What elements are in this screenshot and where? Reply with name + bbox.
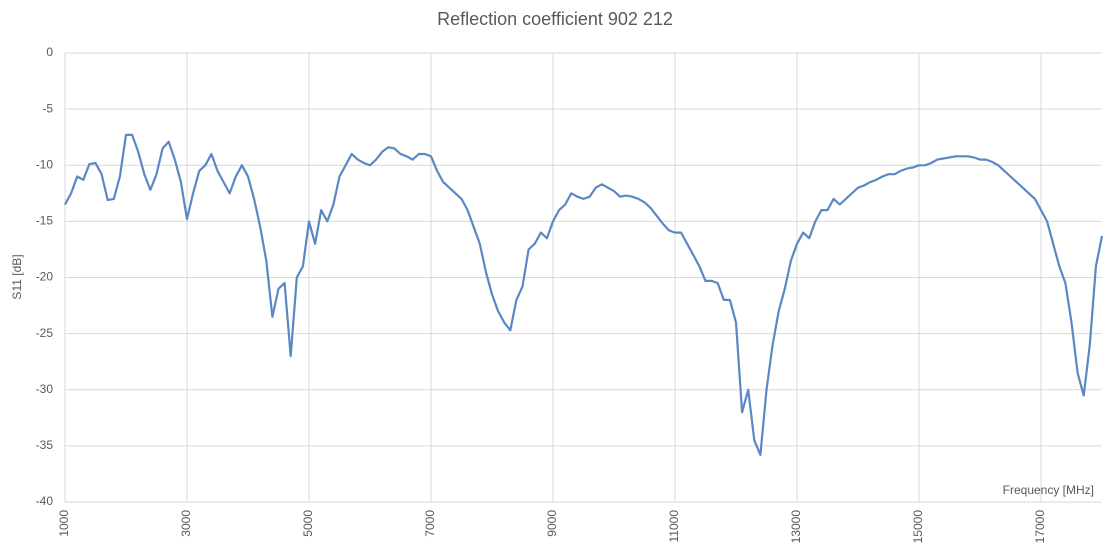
x-tick-label: 9000 xyxy=(545,510,559,537)
y-tick-label: -35 xyxy=(36,438,54,452)
y-tick-label: -30 xyxy=(36,382,54,396)
x-tick-label: 3000 xyxy=(179,510,193,537)
x-tick-label: 11000 xyxy=(667,510,681,543)
x-tick-label: 1000 xyxy=(57,510,71,537)
y-tick-label: -5 xyxy=(42,101,53,115)
x-tick-label: 17000 xyxy=(1033,510,1047,544)
y-tick-label: -25 xyxy=(36,326,54,340)
y-axis-label: S11 [dB] xyxy=(10,254,24,299)
x-axis-label: Frequency [MHz] xyxy=(1003,483,1094,497)
x-tick-label: 13000 xyxy=(789,510,803,544)
data-line xyxy=(64,133,1104,456)
y-tick-label: 0 xyxy=(46,45,53,59)
y-tick-label: -10 xyxy=(36,157,54,171)
x-tick-label: 15000 xyxy=(911,510,925,544)
x-tick-label: 5000 xyxy=(301,510,315,537)
y-tick-label: -15 xyxy=(36,214,54,228)
y-tick-label: -20 xyxy=(36,270,54,284)
chart-title: Reflection coefficient 902 212 xyxy=(437,9,673,29)
x-tick-label: 7000 xyxy=(423,510,437,537)
y-tick-label: -40 xyxy=(36,494,54,508)
